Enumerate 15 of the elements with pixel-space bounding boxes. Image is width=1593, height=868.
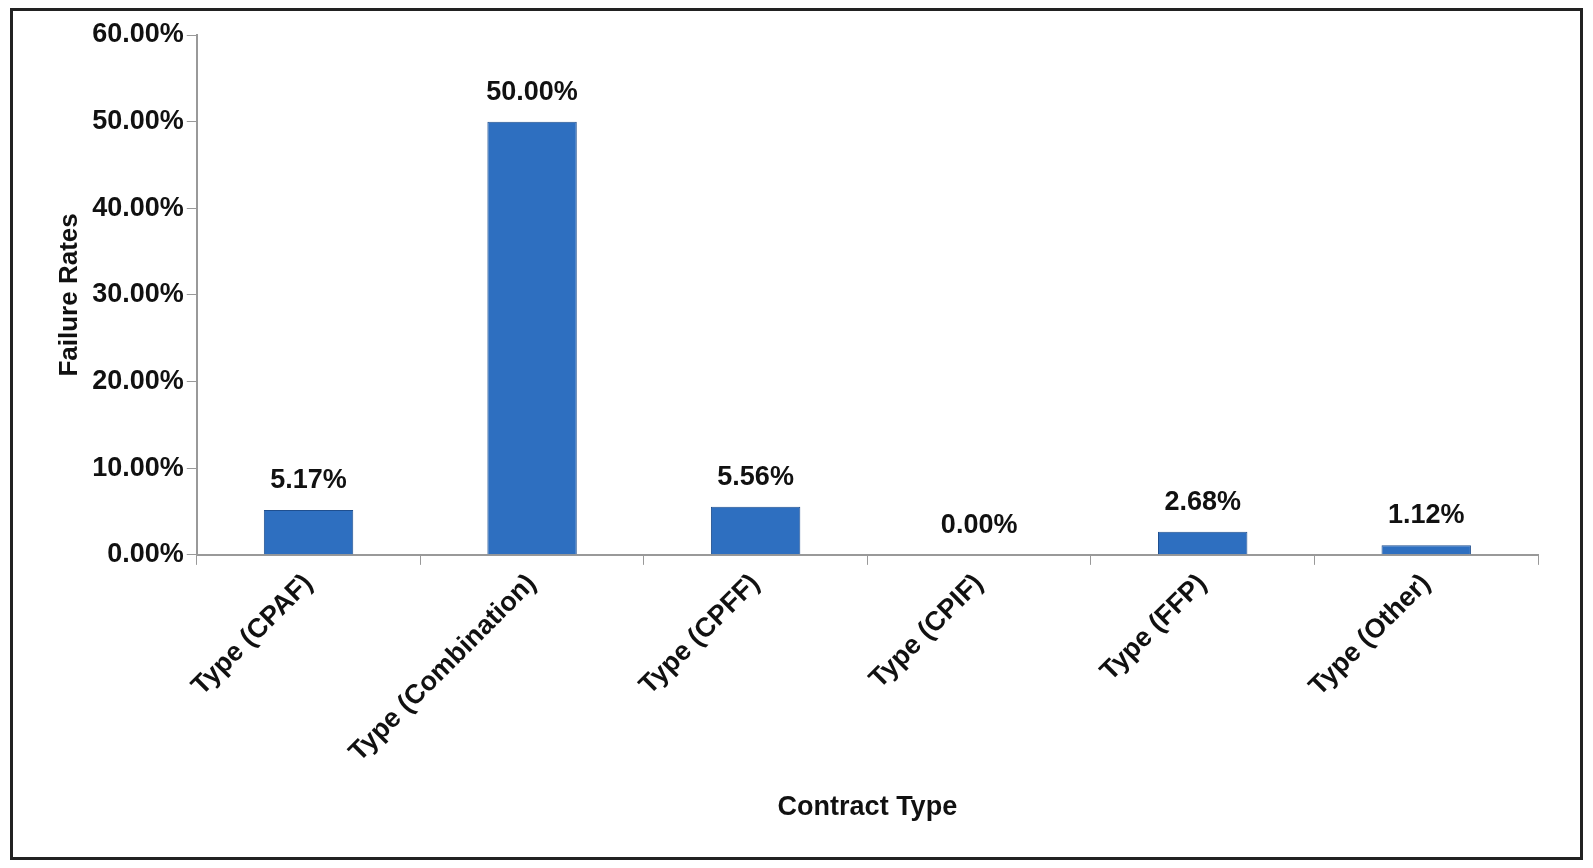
- y-tick-label: 0.00%: [107, 538, 184, 569]
- x-axis-title: Contract Type: [777, 791, 958, 822]
- data-label: 5.56%: [717, 460, 794, 491]
- y-tick-label: 50.00%: [92, 105, 184, 136]
- y-tick-label: 60.00%: [92, 18, 184, 49]
- data-label: 50.00%: [486, 75, 578, 106]
- y-tick-label: 30.00%: [92, 278, 184, 309]
- y-tick-label: 20.00%: [92, 365, 184, 396]
- data-label: 0.00%: [940, 508, 1018, 539]
- y-tick-label: 10.00%: [92, 451, 184, 482]
- data-label: 2.68%: [1164, 485, 1241, 516]
- data-label: 1.12%: [1387, 499, 1465, 530]
- data-label: 5.17%: [270, 464, 347, 495]
- y-tick-label: 40.00%: [92, 191, 184, 222]
- y-axis-title: Failure Rates: [52, 213, 83, 377]
